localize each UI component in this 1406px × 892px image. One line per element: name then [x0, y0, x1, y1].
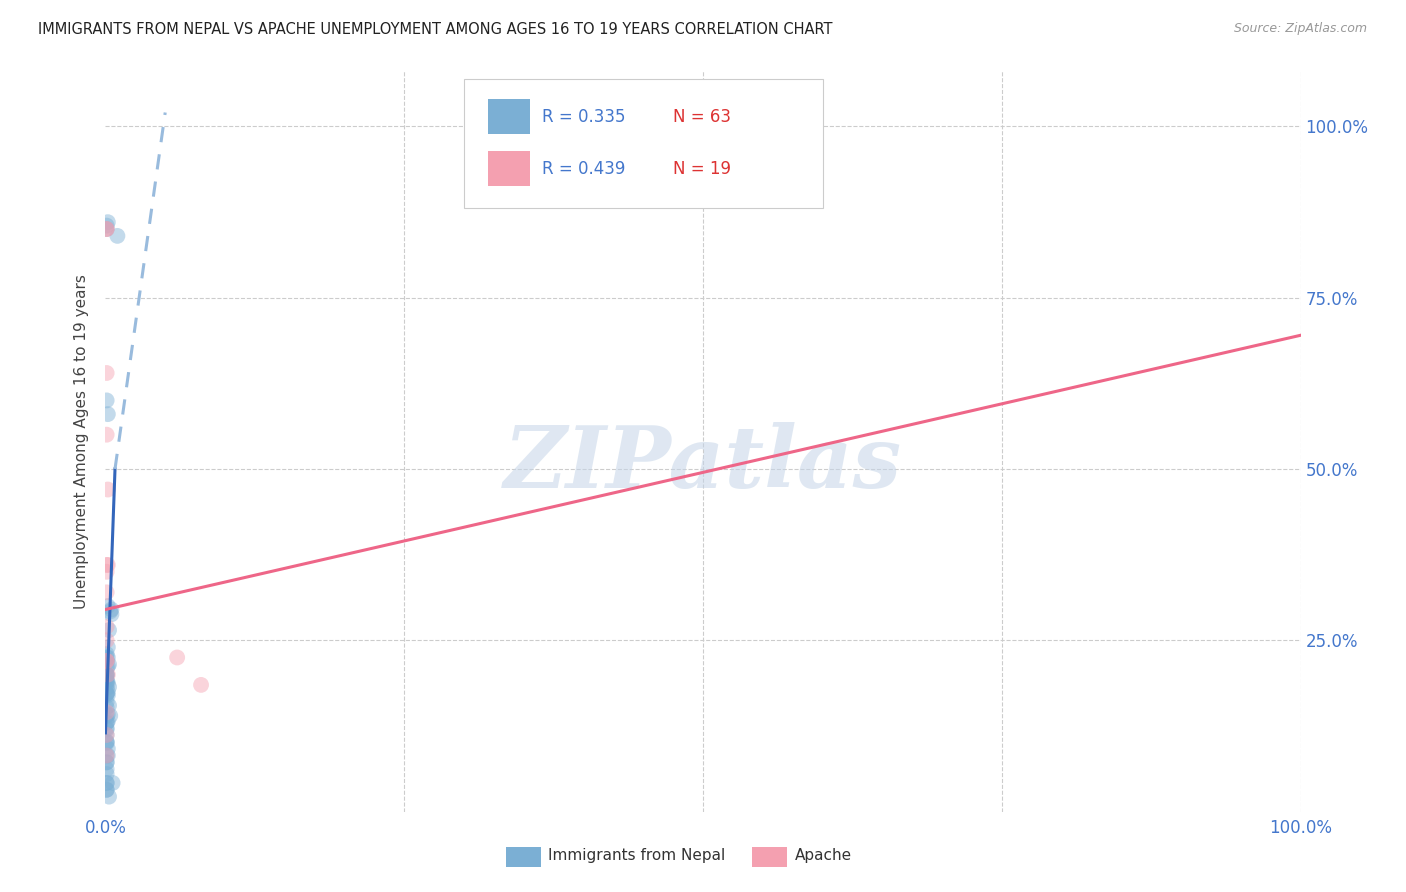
Point — [96, 695, 118, 709]
Point — [96, 565, 118, 579]
Point — [96, 706, 118, 720]
Point — [96, 674, 118, 689]
Text: R = 0.439: R = 0.439 — [541, 160, 626, 178]
Text: Apache: Apache — [794, 848, 852, 863]
Point — [96, 728, 118, 742]
Point — [96, 654, 118, 668]
Point — [96, 681, 118, 696]
Point — [96, 687, 118, 701]
Point — [96, 676, 118, 690]
Text: N = 63: N = 63 — [673, 108, 731, 127]
Point — [96, 728, 118, 742]
Point — [96, 687, 118, 701]
Point — [96, 633, 118, 648]
Point — [96, 427, 118, 442]
Point — [97, 558, 120, 572]
Point — [97, 714, 120, 729]
Point — [96, 654, 118, 668]
Point — [96, 756, 118, 770]
Point — [97, 748, 120, 763]
Point — [96, 654, 118, 668]
Point — [96, 776, 118, 790]
Point — [97, 599, 120, 613]
Point — [97, 707, 120, 722]
Point — [97, 741, 120, 756]
Point — [96, 667, 118, 681]
Point — [96, 776, 118, 790]
Point — [97, 685, 120, 699]
Point — [96, 715, 118, 730]
Text: Immigrants from Nepal: Immigrants from Nepal — [548, 848, 725, 863]
Text: Source: ZipAtlas.com: Source: ZipAtlas.com — [1233, 22, 1367, 36]
Point — [96, 674, 118, 689]
Point — [97, 676, 120, 690]
Point — [96, 721, 118, 735]
Point — [96, 585, 118, 599]
Point — [96, 650, 118, 665]
Point — [98, 789, 121, 804]
Point — [96, 735, 118, 749]
Point — [101, 776, 124, 790]
Point — [96, 723, 118, 737]
Point — [98, 605, 121, 619]
Point — [96, 708, 118, 723]
Point — [96, 782, 118, 797]
Point — [97, 650, 120, 665]
Point — [98, 698, 121, 713]
Point — [97, 688, 120, 702]
Point — [97, 215, 120, 229]
Point — [96, 558, 118, 572]
FancyBboxPatch shape — [488, 99, 530, 135]
Point — [98, 657, 121, 672]
FancyBboxPatch shape — [488, 151, 530, 186]
Point — [98, 680, 121, 694]
Point — [190, 678, 212, 692]
Point — [96, 222, 118, 236]
Point — [96, 715, 118, 730]
Point — [97, 640, 120, 655]
Point — [96, 700, 118, 714]
Text: ZIPatlas: ZIPatlas — [503, 422, 903, 506]
Point — [97, 667, 120, 681]
Point — [96, 393, 118, 408]
Point — [97, 407, 120, 421]
Point — [96, 687, 118, 701]
Point — [96, 647, 118, 661]
Text: N = 19: N = 19 — [673, 160, 731, 178]
Text: R = 0.335: R = 0.335 — [541, 108, 626, 127]
Point — [96, 782, 118, 797]
Point — [96, 671, 118, 685]
FancyBboxPatch shape — [464, 78, 823, 209]
Point — [96, 667, 118, 681]
Point — [97, 659, 120, 673]
Point — [100, 602, 122, 616]
Point — [166, 650, 188, 665]
Point — [107, 228, 129, 243]
Point — [98, 708, 121, 723]
Point — [96, 222, 118, 236]
Point — [96, 667, 118, 681]
Point — [96, 222, 118, 236]
Point — [96, 762, 118, 776]
Point — [98, 623, 121, 637]
Point — [96, 748, 118, 763]
Y-axis label: Unemployment Among Ages 16 to 19 years: Unemployment Among Ages 16 to 19 years — [75, 274, 90, 609]
Point — [96, 366, 118, 380]
Point — [96, 667, 118, 681]
Point — [96, 219, 118, 233]
Point — [96, 619, 118, 633]
Point — [96, 736, 118, 750]
Point — [96, 735, 118, 749]
Point — [96, 748, 118, 763]
Point — [96, 767, 118, 781]
Point — [96, 661, 118, 675]
Text: IMMIGRANTS FROM NEPAL VS APACHE UNEMPLOYMENT AMONG AGES 16 TO 19 YEARS CORRELATI: IMMIGRANTS FROM NEPAL VS APACHE UNEMPLOY… — [38, 22, 832, 37]
Point — [97, 483, 120, 497]
Point — [100, 607, 122, 622]
Point — [96, 756, 118, 770]
